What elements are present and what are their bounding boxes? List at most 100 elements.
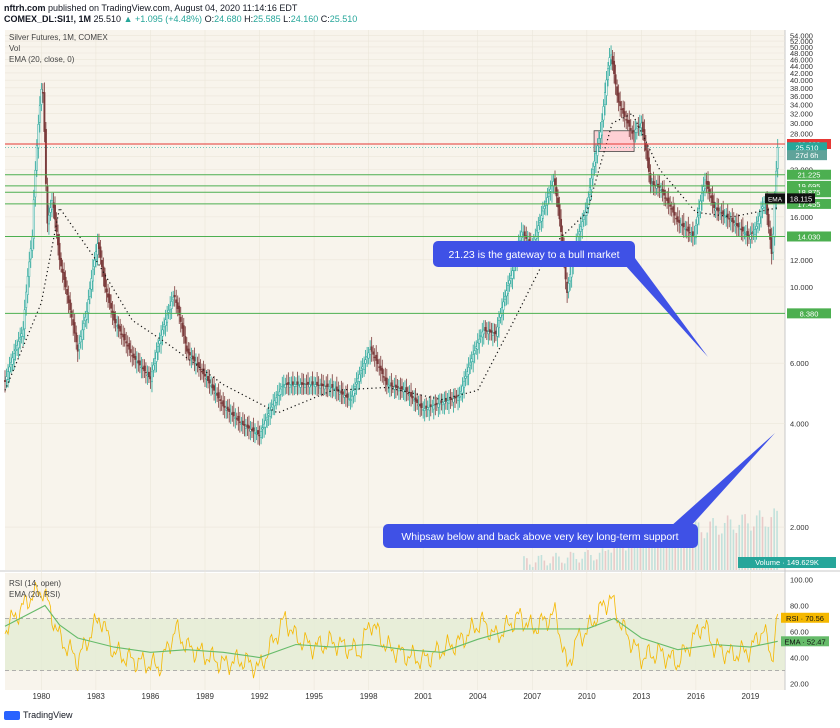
- y-tick-label: 44.000: [790, 62, 813, 71]
- candle-body: [85, 310, 88, 320]
- candle-body: [260, 431, 263, 438]
- chart-legend-ema: EMA (20, close, 0): [9, 55, 75, 64]
- candle-body: [443, 401, 446, 404]
- candle-body: [484, 327, 487, 331]
- candle-body: [731, 217, 734, 222]
- candle-body: [313, 384, 316, 387]
- candle-body: [119, 325, 122, 332]
- volume-bar: [753, 526, 755, 570]
- candle-body: [4, 380, 6, 382]
- candle-body: [26, 275, 29, 295]
- candle-body: [378, 366, 381, 368]
- candle-body: [447, 399, 450, 404]
- candle-body: [79, 336, 82, 343]
- candle-body: [132, 353, 135, 358]
- candle-body: [647, 157, 650, 172]
- candle-body: [57, 234, 59, 246]
- candle-body: [361, 366, 364, 369]
- candle-body: [331, 383, 334, 388]
- candle-body: [746, 231, 749, 236]
- candle-body: [311, 381, 314, 385]
- candle-body: [688, 232, 691, 234]
- candle-body: [490, 330, 493, 333]
- candle-body: [401, 386, 403, 390]
- footer: TradingView: [4, 710, 73, 720]
- candle-body: [608, 57, 611, 66]
- callout-bull: [433, 241, 635, 267]
- volume-bar: [642, 546, 645, 570]
- volume-bar: [598, 552, 601, 570]
- candle-body: [8, 366, 11, 373]
- candle-body: [287, 382, 290, 385]
- volume-bar: [563, 563, 566, 570]
- candle-body: [713, 201, 716, 209]
- candle-body: [16, 345, 19, 351]
- candle-body: [623, 111, 626, 117]
- candle-body: [40, 89, 43, 105]
- volume-bar: [726, 515, 729, 570]
- candle-body: [296, 381, 299, 385]
- candle-body: [391, 385, 394, 388]
- candle-body: [366, 356, 369, 358]
- candle-body: [284, 384, 287, 388]
- rsi-ema-line: [4, 604, 778, 659]
- candle-body: [552, 181, 555, 186]
- candle-body: [247, 425, 250, 429]
- candle-body: [346, 393, 349, 398]
- candle-body: [629, 128, 632, 131]
- candle-body: [620, 108, 623, 110]
- author[interactable]: nftrh.com: [4, 3, 46, 13]
- candle-body: [266, 416, 269, 420]
- candle-body: [616, 86, 619, 96]
- candle-body: [173, 294, 176, 298]
- candle-body: [113, 311, 116, 321]
- candle-body: [149, 376, 152, 380]
- candle-body: [290, 384, 293, 386]
- candle-body: [34, 169, 37, 198]
- candle-body: [343, 395, 346, 398]
- candle-body: [626, 119, 629, 124]
- candle-body: [328, 386, 331, 390]
- volume-bar: [578, 562, 581, 570]
- price-change: ▲ +1.095 (+4.48%): [123, 14, 203, 24]
- candle-body: [223, 405, 226, 408]
- candle-body: [64, 276, 67, 288]
- candle-body: [596, 145, 599, 156]
- volume-bar: [572, 552, 575, 570]
- candle-body: [166, 314, 169, 323]
- candle-body: [607, 68, 609, 81]
- candle-body: [769, 229, 772, 240]
- candle-body: [44, 128, 47, 184]
- candle-body: [496, 326, 499, 337]
- candle-body: [14, 349, 17, 351]
- candle-body: [675, 217, 678, 220]
- candle-body: [387, 384, 390, 387]
- level-tag-label: 19.695: [798, 182, 821, 191]
- footer-brand[interactable]: TradingView: [23, 710, 73, 720]
- y-tick-label: 54.000: [790, 31, 813, 40]
- callout-pointer-bull: [615, 254, 708, 357]
- candle-body: [737, 223, 740, 228]
- candle-body: [304, 384, 306, 388]
- candle-body: [504, 295, 506, 300]
- candle-body: [740, 228, 743, 231]
- candle-body: [717, 207, 720, 212]
- candle-body: [594, 153, 597, 163]
- candle-body: [728, 218, 731, 220]
- candle-body: [466, 371, 469, 378]
- candle-body: [467, 367, 470, 375]
- rsi-legend: RSI (14, open): [9, 579, 62, 588]
- candle-body: [423, 408, 426, 411]
- x-tick-label: 1989: [196, 692, 214, 701]
- candle-body: [225, 408, 228, 411]
- candle-body: [638, 124, 641, 126]
- candle-body: [475, 346, 478, 349]
- candle-body: [420, 403, 423, 409]
- candle-body: [158, 340, 161, 345]
- y-tick-label: 36.000: [790, 92, 813, 101]
- candle-body: [338, 392, 341, 395]
- candle-body: [276, 394, 279, 396]
- candle-body: [35, 145, 38, 171]
- candle-body: [54, 204, 56, 220]
